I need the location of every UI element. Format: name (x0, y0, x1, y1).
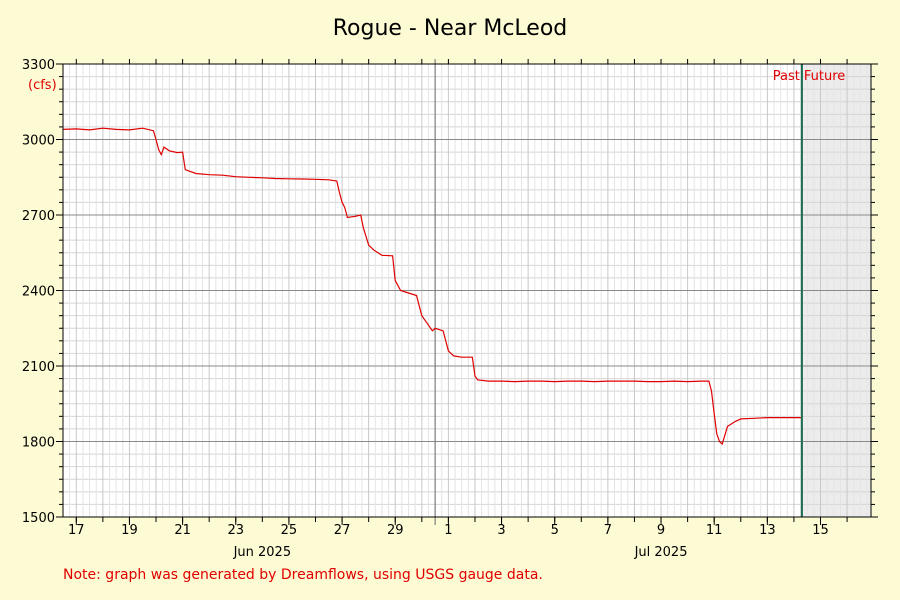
x-tick-label: 15 (812, 523, 829, 538)
flow-series-line (62, 127, 802, 446)
x-tick-label: 21 (174, 523, 191, 538)
footnote: Note: graph was generated by Dreamflows,… (63, 567, 543, 583)
x-tick-label: 25 (281, 523, 298, 538)
month-label: Jun 2025 (233, 545, 292, 560)
x-tick-label: 23 (227, 523, 244, 538)
x-tick-label: 17 (68, 523, 85, 538)
y-axis: 1500 1800 2100 2400 2700 3000 3300 (22, 58, 878, 526)
past-label: Past (773, 69, 800, 84)
x-tick-label: 1 (444, 523, 452, 538)
x-tick-label: 11 (706, 523, 723, 538)
y-tick-label: 3000 (22, 134, 55, 149)
x-tick-label: 5 (551, 523, 559, 538)
chart-title: Rogue - Near McLeod (333, 16, 568, 41)
x-tick-label: 7 (604, 523, 612, 538)
y-tick-label: 3300 (22, 58, 55, 73)
x-tick-label: 29 (387, 523, 404, 538)
future-label: Future (804, 69, 845, 84)
x-tick-label: 13 (759, 523, 776, 538)
x-tick-label: 3 (497, 523, 505, 538)
x-tick-label: 19 (121, 523, 138, 538)
y-tick-label: 1500 (22, 511, 55, 526)
y-tick-label: 2700 (22, 209, 55, 224)
y-tick-label: 2100 (22, 360, 55, 375)
month-label: Jul 2025 (634, 545, 688, 560)
y-axis-unit-label: (cfs) (28, 78, 57, 93)
y-tick-label: 1800 (22, 436, 55, 451)
x-tick-label: 27 (334, 523, 351, 538)
x-tick-label: 9 (657, 523, 665, 538)
y-tick-label: 2400 (22, 285, 55, 300)
